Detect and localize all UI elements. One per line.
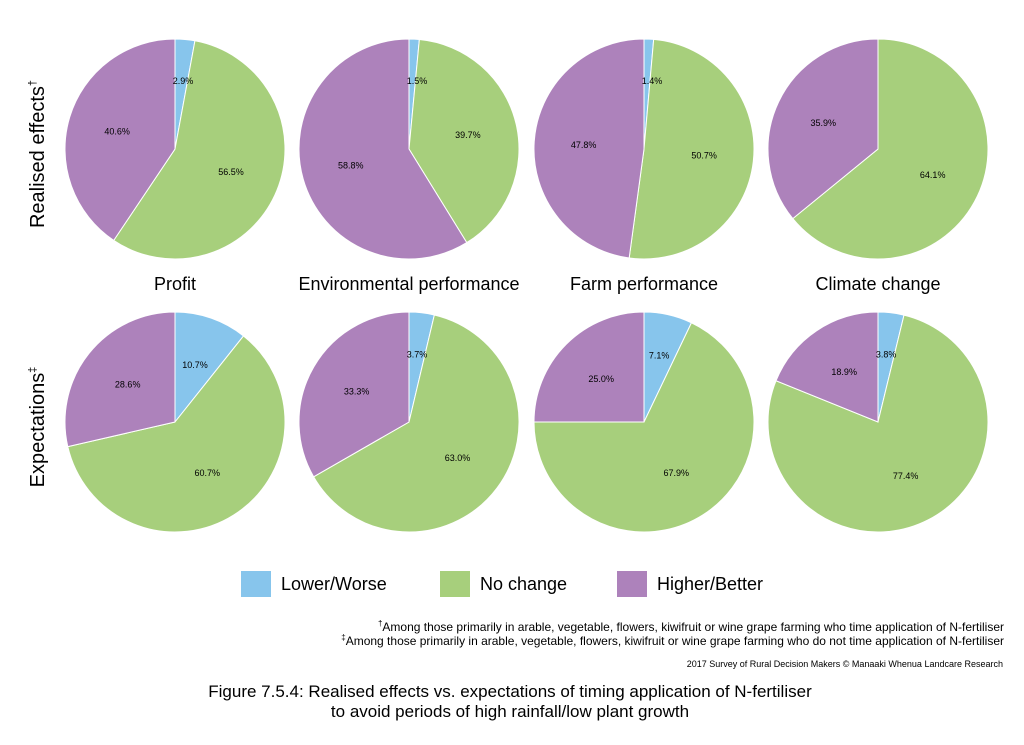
pie-slice-higher-better xyxy=(767,38,879,220)
legend-swatch-no-change xyxy=(440,571,470,597)
pie-slice-label-no-change: 64.1% xyxy=(920,170,946,180)
footnote-dagger: †Among those primarily in arable, vegeta… xyxy=(0,619,1004,635)
legend-label-lower-worse: Lower/Worse xyxy=(281,573,387,594)
pie-slice-label-higher-better: 33.3% xyxy=(344,387,370,397)
caption-line-2: to avoid periods of high rainfall/low pl… xyxy=(330,702,690,721)
figure-caption: Figure 7.5.4: Realised effects vs. expec… xyxy=(130,682,890,722)
pie-slice-label-no-change: 77.4% xyxy=(893,471,919,481)
footnote-dagger-text: Among those primarily in arable, vegetab… xyxy=(382,620,1004,634)
pie-slice-higher-better xyxy=(64,38,176,242)
pie-slice-higher-better xyxy=(533,311,645,423)
row-label-mark: ‡ xyxy=(27,367,39,373)
pie-slice-label-lower-worse: 3.8% xyxy=(876,349,897,359)
pie-realised-effects-climate-change: 64.1% 35.9% xyxy=(767,38,989,260)
legend-swatch-lower-worse xyxy=(241,571,271,597)
pie-slice-label-lower-worse: 1.4% xyxy=(642,76,663,86)
pie-slice-higher-better xyxy=(64,311,176,448)
footnote-ddagger: ‡Among those primarily in arable, vegeta… xyxy=(0,633,1004,649)
pie-slice-label-higher-better: 35.9% xyxy=(811,118,837,128)
legend-label-no-change: No change xyxy=(480,573,568,594)
legend-label-higher-better: Higher/Better xyxy=(657,573,764,594)
legend-item-no-change: No change xyxy=(440,570,567,598)
pie-slice-no-change xyxy=(67,335,286,533)
footnote-ddagger-text: Among those primarily in arable, vegetab… xyxy=(345,634,1004,648)
pie-realised-effects-farm-performance: 1.4% 50.7% 47.8% xyxy=(533,38,755,260)
pie-expectations-farm-performance: 7.1% 67.9% 25.0% xyxy=(533,311,755,533)
pie-slice-label-lower-worse: 3.7% xyxy=(407,349,428,359)
pie-slice-label-higher-better: 47.8% xyxy=(571,140,597,150)
pie-slice-label-no-change: 63.0% xyxy=(445,453,471,463)
pie-slice-label-lower-worse: 2.9% xyxy=(173,76,194,86)
pie-expectations-profit: 10.7% 60.7% 28.6% xyxy=(64,311,286,533)
pie-realised-effects-environmental-performance: 1.5% 39.7% 58.8% xyxy=(298,38,520,260)
pie-slice-no-change xyxy=(408,38,520,244)
legend-item-higher-better: Higher/Better xyxy=(617,570,763,598)
legend-item-lower-worse: Lower/Worse xyxy=(241,570,387,598)
pie-chart-grid: Realised effects† Expectations‡ Profit Envi… xyxy=(27,38,989,533)
pie-slice-no-change xyxy=(792,38,989,260)
pie-slice-label-lower-worse: 10.7% xyxy=(182,360,208,370)
pie-slice-label-lower-worse: 7.1% xyxy=(649,351,670,361)
legend-swatch-higher-better xyxy=(617,571,647,597)
pie-slice-label-no-change: 60.7% xyxy=(195,468,221,478)
pie-slice-label-no-change: 67.9% xyxy=(664,468,690,478)
column-label-environmental-performance: Environmental performance xyxy=(298,274,519,294)
pie-slice-label-higher-better: 40.6% xyxy=(104,126,130,136)
pie-slice-label-higher-better: 28.6% xyxy=(115,379,141,389)
row-label-mark: † xyxy=(27,80,39,86)
pie-slice-label-no-change: 50.7% xyxy=(691,151,717,161)
row-label-expectations: Expectations‡ xyxy=(27,367,49,488)
column-label-profit: Profit xyxy=(154,274,196,294)
pie-slice-no-change xyxy=(628,38,755,260)
pie-slice-lower-worse xyxy=(174,311,245,424)
pie-slice-label-higher-better: 58.8% xyxy=(338,161,364,171)
footnotes: †Among those primarily in arable, vegeta… xyxy=(0,619,1004,649)
pie-expectations-environmental-performance: 3.7% 63.0% 33.3% xyxy=(298,311,520,533)
pie-realised-effects-profit: 2.9% 56.5% 40.6% xyxy=(64,38,286,260)
row-label-realised-effects: Realised effects† xyxy=(27,80,49,228)
pie-slice-no-change xyxy=(767,314,989,533)
pie-slice-higher-better xyxy=(298,311,410,478)
pie-slice-no-change xyxy=(533,322,755,533)
pie-slice-no-change xyxy=(113,40,286,260)
pie-slice-label-lower-worse: 1.5% xyxy=(407,76,428,86)
legend: Lower/Worse No change Higher/Better xyxy=(0,570,1024,600)
pie-slice-higher-better xyxy=(298,38,468,260)
footnote-ddagger-mark: ‡ xyxy=(341,633,346,642)
pie-slice-label-higher-better: 18.9% xyxy=(831,367,857,377)
pie-slice-higher-better xyxy=(533,38,645,259)
pie-slice-higher-better xyxy=(775,311,879,423)
credit-line: 2017 Survey of Rural Decision Makers © M… xyxy=(686,659,1003,669)
pie-expectations-climate-change: 3.8% 77.4% 18.9% xyxy=(767,311,989,533)
pie-slice-no-change xyxy=(312,314,520,533)
caption-line-1: Figure 7.5.4: Realised effects vs. expec… xyxy=(208,682,812,701)
footnote-dagger-mark: † xyxy=(377,619,383,628)
pie-slice-label-no-change: 56.5% xyxy=(218,167,244,177)
column-label-climate-change: Climate change xyxy=(815,274,940,294)
pie-slice-label-no-change: 39.7% xyxy=(455,130,481,140)
pie-slice-label-higher-better: 25.0% xyxy=(588,374,614,384)
column-label-farm-performance: Farm performance xyxy=(570,274,718,294)
